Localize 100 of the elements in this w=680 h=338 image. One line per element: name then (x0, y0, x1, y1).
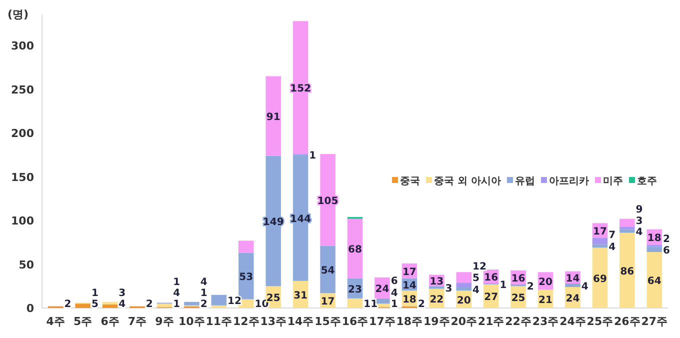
bar (620, 229, 635, 233)
x-tick-label: 10주 (178, 315, 205, 328)
data-label: 152 (290, 84, 312, 95)
data-label: 18 (647, 233, 662, 244)
bar (592, 244, 608, 248)
bar (75, 304, 90, 308)
data-label: 5 (91, 299, 98, 310)
data-label: 1 (390, 299, 398, 310)
data-label: 2 (146, 299, 153, 310)
y-tick-label: 0 (26, 302, 34, 315)
data-label: 17 (320, 296, 335, 308)
x-tick-label: 18주 (396, 315, 423, 328)
x-tick-label: 19주 (423, 315, 450, 328)
data-label: 4 (636, 227, 643, 238)
data-label: 69 (592, 274, 607, 285)
bar (592, 238, 608, 244)
data-label: 24 (375, 284, 390, 295)
data-label: 105 (317, 196, 338, 207)
data-label: 68 (348, 244, 362, 256)
data-label: 12 (228, 296, 242, 308)
legend-label: 유럽 (514, 176, 535, 187)
data-label: 14 (402, 280, 416, 292)
data-label: 64 (647, 276, 662, 288)
bar (292, 154, 308, 281)
x-tick-label: 11주 (206, 315, 232, 328)
y-tick-label: 150 (11, 170, 34, 184)
x-tick-label: 26주 (614, 315, 640, 328)
bar (238, 240, 254, 253)
data-label: 20 (456, 295, 471, 306)
data-label: 2 (663, 234, 670, 245)
data-label: 27 (484, 292, 498, 304)
data-label: 1 (91, 288, 98, 299)
bar (565, 284, 580, 288)
x-tick-label: 21주 (478, 315, 504, 328)
x-tick-label: 9주 (155, 315, 174, 328)
data-label: 4 (118, 299, 126, 310)
x-tick-label: 13주 (260, 315, 287, 328)
y-tick-label: 50 (18, 258, 34, 272)
data-label: 91 (266, 112, 280, 124)
legend-label: 중국 (400, 176, 420, 187)
data-label: 17 (402, 266, 416, 278)
x-tick-label: 27주 (641, 315, 668, 328)
data-label: 22 (430, 294, 444, 306)
data-label: 25 (511, 293, 526, 304)
x-tick-label: 15주 (314, 315, 341, 328)
y-tick-label: 250 (11, 83, 34, 96)
x-tick-label: 17주 (369, 315, 396, 328)
data-label: 1 (200, 288, 208, 299)
x-tick-label: 25주 (586, 315, 614, 328)
data-label: 2 (64, 299, 72, 310)
data-label: 23 (348, 284, 362, 296)
x-tick-label: 14주 (287, 315, 314, 328)
bar (211, 305, 227, 308)
data-label: 9 (636, 204, 643, 216)
bar (102, 304, 118, 308)
data-label: 1 (309, 150, 316, 162)
bar (456, 287, 472, 291)
y-tick-label: 300 (11, 40, 34, 53)
data-label: 6 (390, 276, 398, 288)
data-label: 7 (608, 230, 616, 242)
y-axis-title: (명) (7, 8, 29, 21)
legend-label: 아프리카 (548, 176, 589, 187)
data-label: 6 (663, 245, 670, 256)
data-label: 3 (118, 288, 126, 299)
data-label: 54 (320, 266, 335, 277)
bar (347, 298, 363, 308)
bar (456, 282, 472, 288)
data-label: 24 (566, 294, 580, 305)
x-tick-label: 5주 (74, 315, 92, 328)
data-label: 4 (200, 277, 208, 288)
bar (211, 294, 227, 306)
bar (102, 302, 118, 304)
data-label: 13 (430, 276, 444, 288)
data-label: 12 (472, 261, 486, 272)
data-label: 2 (418, 299, 426, 310)
data-label: 3 (636, 216, 643, 227)
data-label: 53 (239, 272, 254, 284)
data-label: 1 (500, 280, 507, 291)
bar (156, 304, 172, 308)
y-tick-label: 100 (11, 214, 34, 228)
x-tick-label: 22주 (505, 315, 532, 328)
data-label: 4 (581, 281, 588, 292)
data-label: 4 (173, 288, 180, 299)
data-label: 11 (364, 299, 378, 310)
data-label: 4 (472, 284, 480, 296)
x-tick-label: 16주 (342, 315, 368, 328)
data-label: 21 (538, 294, 553, 306)
bar (646, 246, 662, 252)
legend-label: 중국 외 아시아 (434, 176, 501, 187)
data-label: 4 (390, 288, 398, 299)
bar (320, 154, 336, 246)
data-label: 5 (472, 272, 480, 284)
data-label: 3 (445, 283, 452, 294)
data-label: 31 (294, 290, 308, 302)
bar (620, 226, 635, 230)
data-label: 18 (402, 294, 416, 306)
x-tick-label: 6주 (100, 315, 120, 328)
x-tick-label: 20주 (450, 315, 478, 328)
bar (456, 272, 472, 283)
x-tick-label: 23주 (532, 315, 559, 328)
